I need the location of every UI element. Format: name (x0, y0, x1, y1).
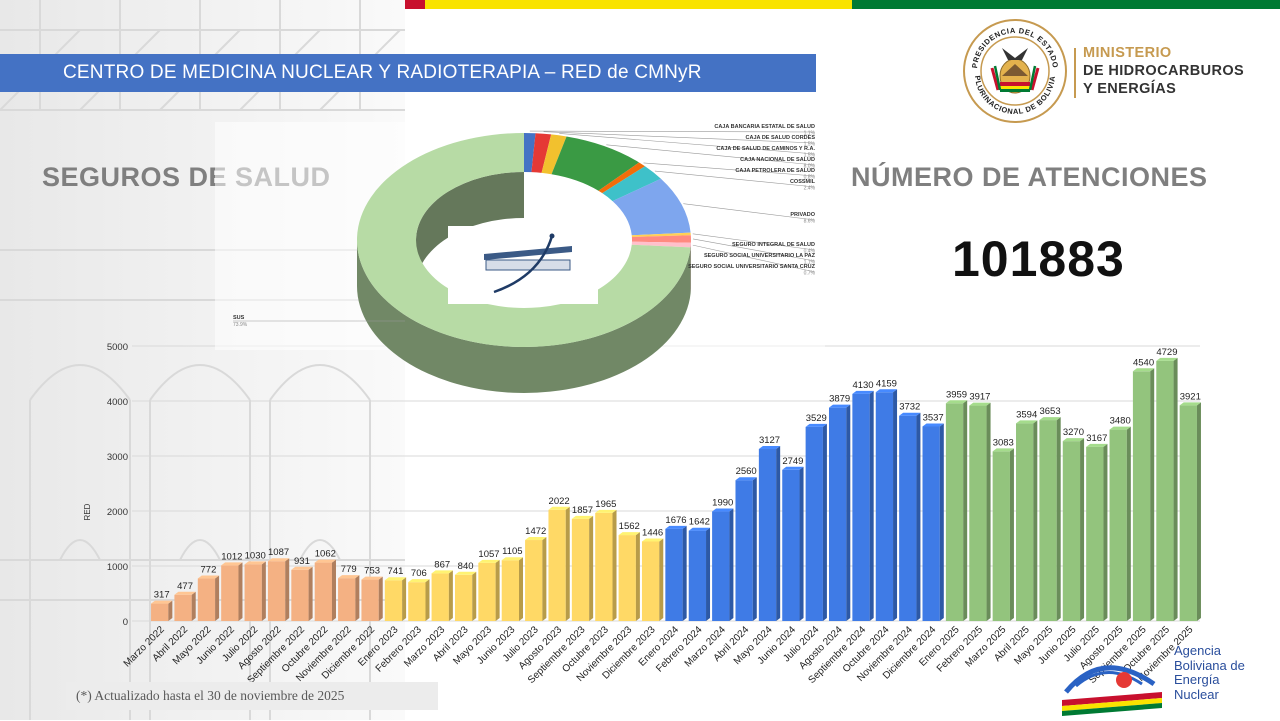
callout-label: CAJA DE SALUD DE CAMINOS Y R.A. (716, 146, 815, 152)
callout-label: COSSMIL (790, 179, 816, 185)
aben-emblem-icon (1062, 640, 1172, 716)
callout-label: SEGURO SOCIAL UNIVERSITARIO SANTA CRUZ (688, 264, 816, 270)
callout-percent: 0.7% (804, 271, 816, 277)
callout-label: CAJA PETROLERA DE SALUD (735, 168, 815, 174)
update-footnote: (*) Actualizado hasta el 30 de noviembre… (66, 682, 438, 710)
aben-line2: Boliviana de (1174, 659, 1245, 674)
callout-label: CAJA DE SALUD CORDES (746, 135, 816, 141)
aben-line4: Nuclear (1174, 688, 1245, 703)
callout-percent: 2.4% (804, 186, 816, 192)
aben-line1: Agencia (1174, 644, 1245, 659)
callout-line (530, 131, 815, 132)
callout-label: SUS (233, 315, 245, 321)
aben-logo: Agencia Boliviana de Energía Nuclear (1062, 640, 1272, 716)
logo-building (486, 260, 570, 270)
callout-label: CAJA NACIONAL DE SALUD (740, 157, 815, 163)
callout-label: SEGURO INTEGRAL DE SALUD (732, 242, 815, 248)
callout-percent: 73.9% (233, 322, 248, 328)
aben-line3: Energía (1174, 673, 1245, 688)
logo-dot (550, 234, 555, 239)
callout-label: CAJA BANCARIA ESTATAL DE SALUD (714, 124, 815, 130)
callout-label: PRIVADO (790, 212, 815, 218)
callout-label: SEGURO SOCIAL UNIVERSITARIO LA PAZ (704, 253, 816, 259)
callout-percent: 8.6% (804, 219, 816, 225)
center-logo-icon (448, 226, 598, 304)
